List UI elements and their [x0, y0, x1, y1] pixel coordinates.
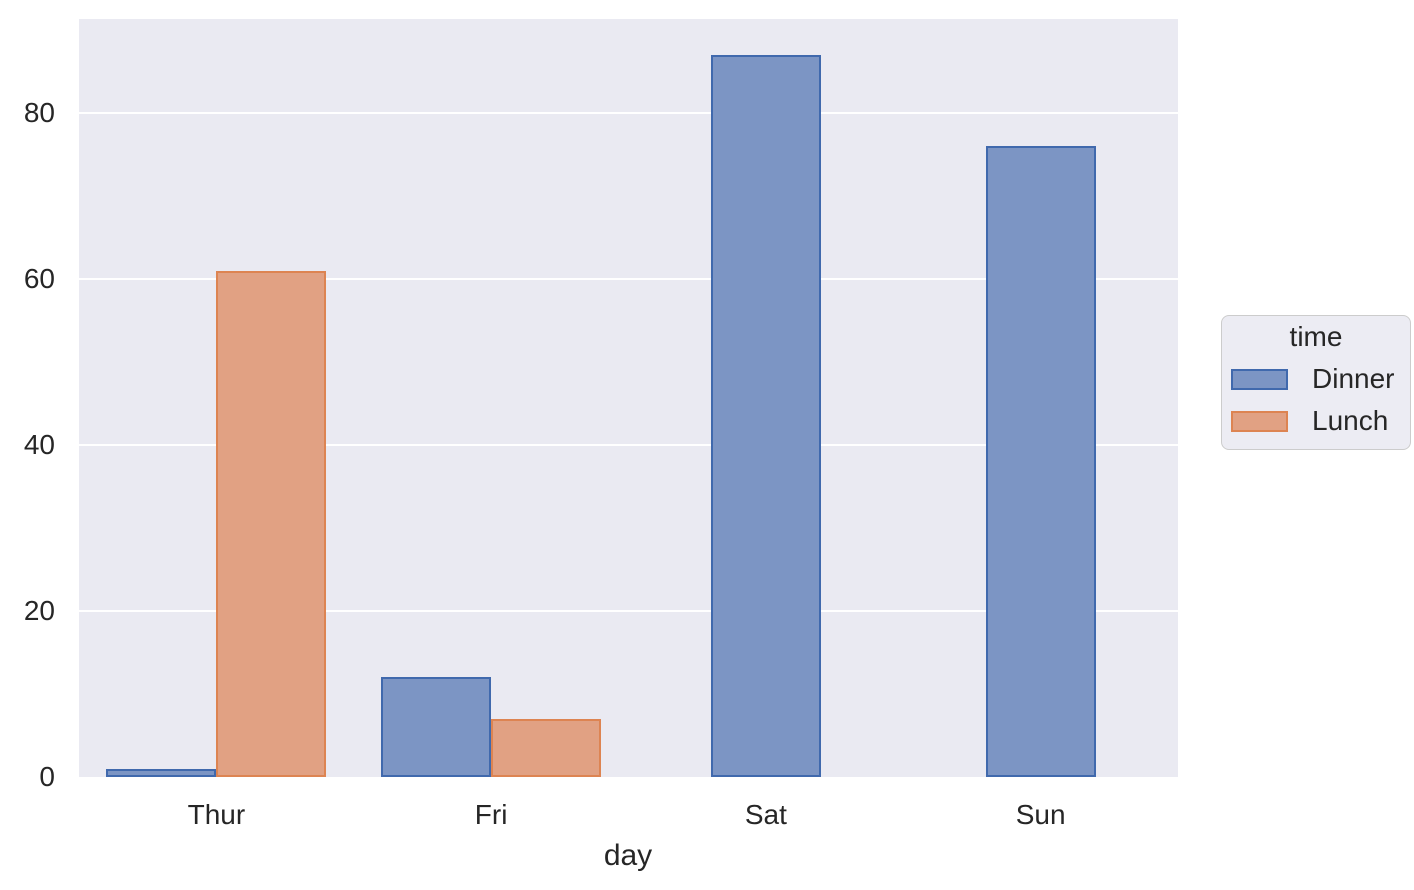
legend-entry-lunch: Lunch [1222, 405, 1410, 437]
legend-swatch-icon [1231, 368, 1288, 390]
y-tick-label: 40 [23, 429, 55, 461]
plot-area [79, 19, 1178, 777]
y-tick-label: 20 [23, 595, 55, 627]
legend-entry-label: Lunch [1312, 405, 1389, 436]
bar-fri-dinner [381, 677, 492, 777]
legend: time Dinner Lunch [1221, 315, 1411, 450]
x-tick-label: Thur [187, 799, 246, 830]
bar-sun-dinner [985, 146, 1096, 777]
x-tick-label: Sat [744, 799, 787, 830]
y-tick-label: 60 [23, 263, 55, 295]
gridline [79, 278, 1178, 281]
bar-thur-lunch [216, 270, 327, 777]
bar-fri-lunch [491, 718, 602, 777]
y-tick-label: 0 [39, 761, 55, 792]
legend-entry-dinner: Dinner [1222, 363, 1410, 395]
bar-sat-dinner [710, 55, 821, 777]
gridline [79, 610, 1178, 613]
gridline [79, 112, 1178, 115]
legend-swatch-icon [1231, 410, 1288, 432]
x-tick-label: Fri [474, 799, 508, 830]
x-tick-label: Sun [1015, 799, 1066, 830]
bar-thur-dinner [106, 768, 217, 777]
legend-title: time [1289, 321, 1343, 352]
y-tick-label: 80 [23, 97, 55, 129]
gridline [79, 444, 1178, 447]
x-axis-label: day [603, 839, 653, 872]
legend-entry-label: Dinner [1312, 363, 1395, 394]
